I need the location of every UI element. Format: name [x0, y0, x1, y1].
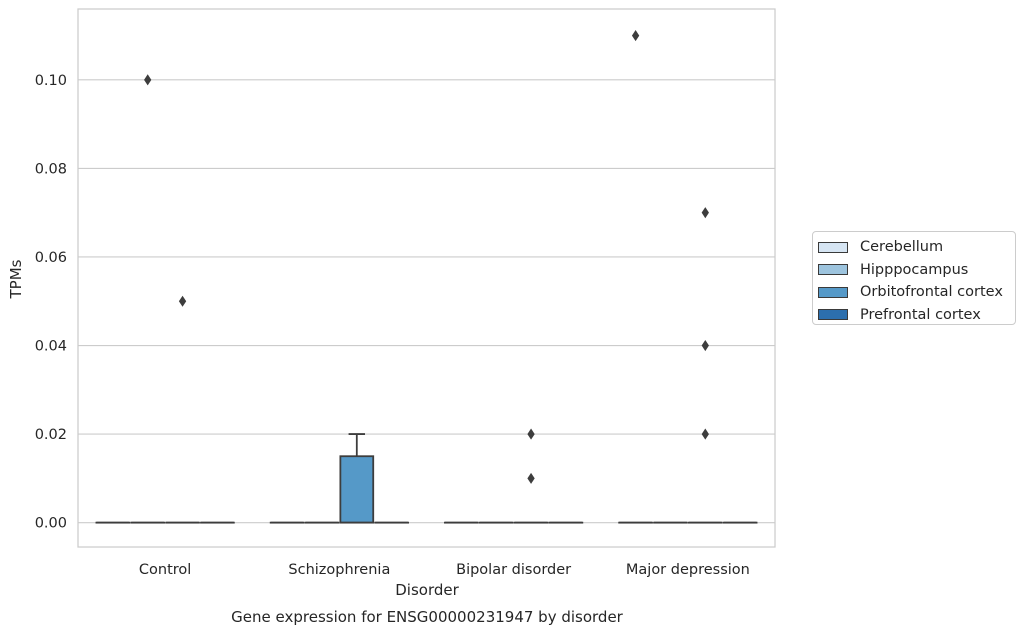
outlier-point [701, 207, 709, 219]
x-tick-label: Bipolar disorder [456, 562, 571, 578]
box-schizophrenia-orbitofrontal-cortex [339, 433, 375, 524]
x-tick-label: Control [139, 562, 191, 578]
legend-item-cerebellum: Cerebellum [818, 236, 1015, 259]
x-tick-labels: Control Schizophrenia Bipolar disorder Majo… [139, 562, 750, 578]
y-tick-label: 0.04 [35, 339, 67, 355]
y-tick-labels: 0.00 0.02 0.04 0.06 0.08 0.10 [35, 73, 67, 532]
legend-swatch-prefrontal-cortex [818, 309, 848, 321]
legend-label-orbitofrontal-cortex: Orbitofrontal cortex [860, 284, 1003, 301]
legend-swatch-hippocampus [818, 264, 848, 276]
outlier-point [701, 339, 709, 352]
box-control-orbitofrontal-cortex [165, 295, 200, 524]
y-tick-label: 0.00 [35, 516, 67, 532]
legend-swatch-cerebellum [818, 241, 848, 253]
legend-label-hippocampus: Hipppocampus [860, 261, 969, 278]
x-tick-label: Schizophrenia [288, 562, 390, 578]
outlier-point [144, 74, 152, 86]
legend-item-hippocampus: Hipppocampus [818, 259, 1015, 282]
x-tick-label: Major depression [626, 562, 750, 578]
legend-item-prefrontal-cortex: Prefrontal cortex [818, 304, 1015, 327]
legend-label-cerebellum: Cerebellum [860, 239, 944, 256]
box-major-depression-orbitofrontal-cortex [687, 207, 723, 524]
box-plot-marks [95, 30, 758, 524]
outlier-point [178, 295, 187, 307]
y-axis-label: TPMs [7, 259, 25, 299]
box-bipolar-disorder-orbitofrontal-cortex [513, 428, 549, 524]
box-body [339, 455, 375, 524]
y-tick-label: 0.02 [35, 427, 67, 443]
outlier-point [527, 428, 535, 440]
legend: Cerebellum Hipppocampus Orbitofrontal co… [812, 231, 1016, 325]
x-axis-label: Disorder [395, 581, 459, 599]
chart-caption: Gene expression for ENSG00000231947 by d… [231, 608, 624, 626]
outlier-point [701, 428, 709, 440]
y-tick-label: 0.08 [35, 161, 67, 177]
box-major-depression-cerebellum [618, 30, 653, 524]
box-control-hipppocampus [130, 74, 166, 524]
y-tick-label: 0.10 [35, 73, 67, 89]
outlier-point [631, 30, 640, 42]
outlier-point [527, 472, 535, 484]
legend-swatch-orbitofrontal-cortex [818, 286, 848, 298]
legend-label-prefrontal-cortex: Prefrontal cortex [860, 306, 981, 323]
y-tick-label: 0.06 [35, 250, 67, 266]
plot-frame [77, 8, 776, 548]
legend-item-orbitofrontal-cortex: Orbitofrontal cortex [818, 281, 1015, 304]
